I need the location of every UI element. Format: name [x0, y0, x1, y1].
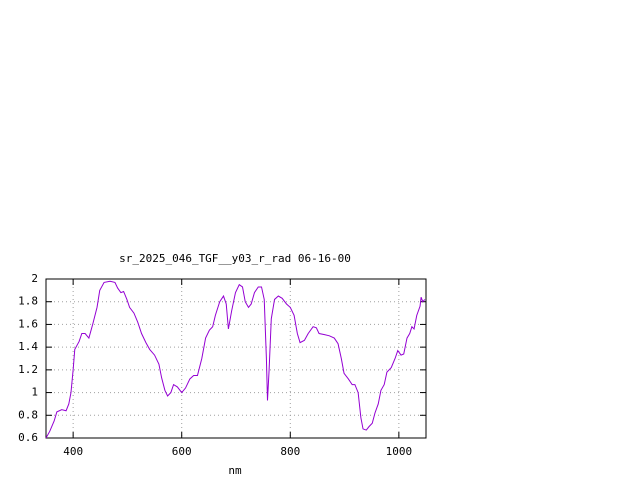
y-tick-label: 1.2	[18, 363, 38, 376]
y-tick-label: 0.8	[18, 408, 38, 421]
y-tick-label: 1.8	[18, 295, 38, 308]
x-tick-label: 1000	[386, 445, 413, 458]
chart-title: sr_2025_046_TGF__y03_r_rad 06-16-00	[119, 252, 351, 265]
x-tick-label: 400	[63, 445, 83, 458]
y-tick-label: 0.6	[18, 431, 38, 444]
y-tick-label: 1	[31, 386, 38, 399]
x-axis-label: nm	[228, 464, 242, 477]
plot-border	[45, 278, 427, 439]
y-tick-label: 1.6	[18, 317, 38, 330]
x-tick-label: 800	[280, 445, 300, 458]
y-tick-label: 1.4	[18, 340, 38, 353]
y-tick-label: 2	[31, 272, 38, 285]
data-line	[45, 280, 426, 439]
x-tick-label: 600	[172, 445, 192, 458]
